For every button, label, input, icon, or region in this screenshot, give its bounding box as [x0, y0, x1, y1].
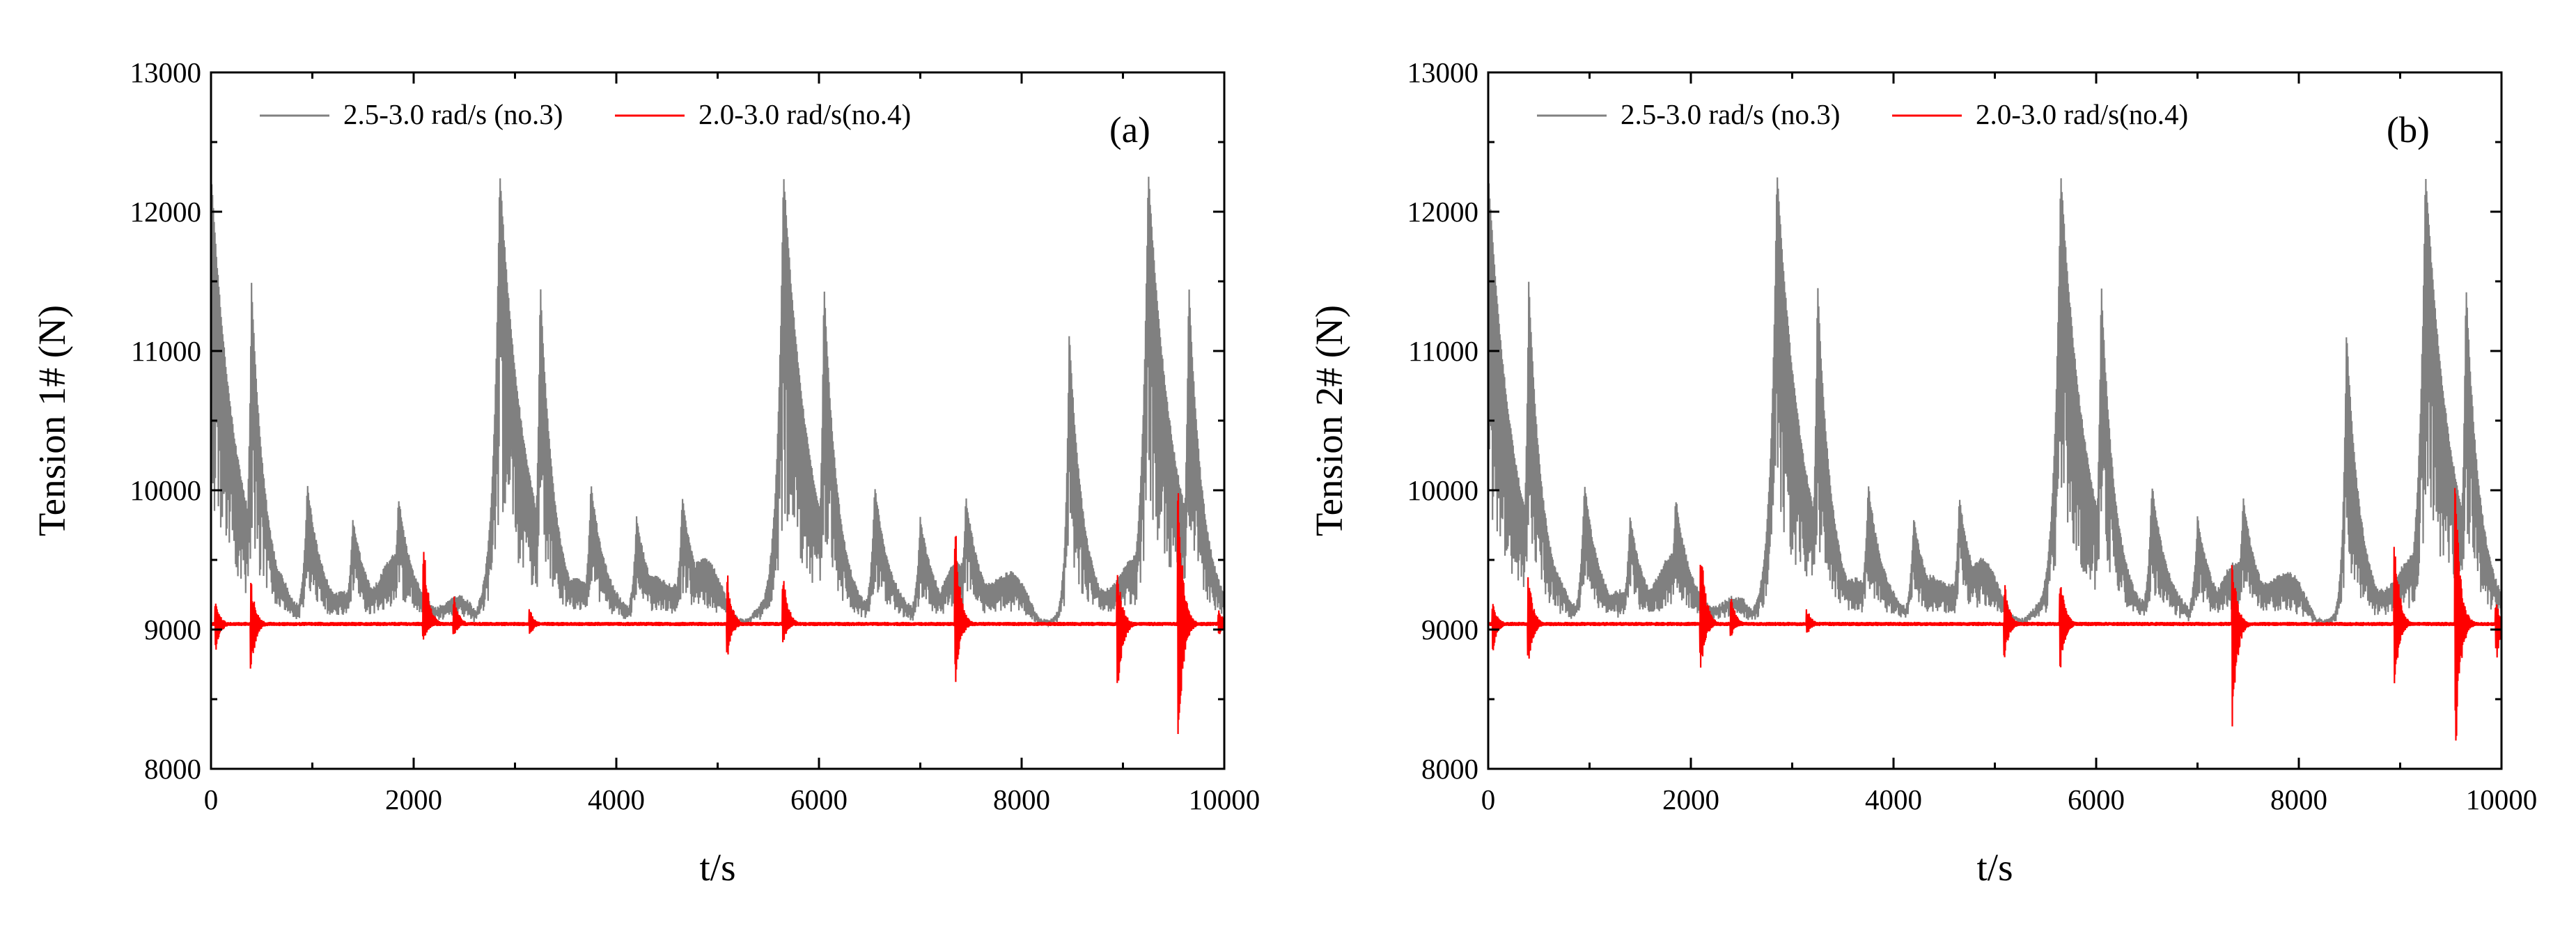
x-tick-label: 4000: [1865, 783, 1922, 815]
y-tick-label: 13000: [1407, 56, 1479, 88]
y-tick-label: 8000: [1421, 753, 1478, 785]
y-tick-label: 10000: [1407, 474, 1479, 506]
y-tick-label: 10000: [130, 474, 202, 506]
legend-label: 2.0-3.0 rad/s(no.4): [698, 98, 911, 130]
y-tick-label: 12000: [130, 196, 202, 228]
legend-label: 2.5-3.0 rad/s (no.3): [343, 98, 563, 130]
y-tick-label: 12000: [1407, 196, 1479, 228]
plot-area: [211, 171, 1224, 735]
x-tick-label: 0: [1481, 783, 1496, 815]
panel-label: (b): [2387, 110, 2430, 150]
y-tick-label: 11000: [131, 335, 201, 367]
x-tick-label: 8000: [993, 783, 1050, 815]
y-tick-label: 13000: [130, 56, 202, 88]
x-tick-label: 8000: [2270, 783, 2327, 815]
series-line-no4: [211, 493, 1224, 735]
y-axis-title: Tension 1# (N): [31, 305, 73, 536]
x-axis-title: t/s: [700, 846, 736, 889]
x-tick-label: 6000: [790, 783, 848, 815]
chart-panel-a: 0 2000 4000 6000 8000 10000 8000 9000 10000 11000…: [31, 56, 1260, 889]
plot-area: [1488, 171, 2501, 741]
x-tick-label: 2000: [1662, 783, 1719, 815]
y-tick-label: 11000: [1408, 335, 1478, 367]
y-tick-label: 9000: [1421, 614, 1478, 646]
x-tick-label: 0: [204, 783, 219, 815]
x-tick-label: 4000: [588, 783, 645, 815]
panel-label: (a): [1109, 110, 1150, 150]
legend: 2.5-3.0 rad/s (no.3) 2.0-3.0 rad/s(no.4): [1537, 98, 2188, 130]
x-tick-label: 10000: [1189, 783, 1260, 815]
chart-panel-b: 0 2000 4000 6000 8000 10000 8000 9000 10000 11000…: [1308, 56, 2537, 889]
x-tick-label: 2000: [385, 783, 442, 815]
x-tick-label: 6000: [2068, 783, 2125, 815]
y-axis-title: Tension 2# (N): [1308, 305, 1350, 536]
series-line-no3: [1488, 171, 2501, 626]
y-tick-label: 8000: [144, 753, 201, 785]
series-line-no4: [1488, 487, 2501, 741]
legend-label: 2.0-3.0 rad/s(no.4): [1976, 98, 2188, 130]
x-tick-label: 10000: [2466, 783, 2538, 815]
y-tick-label: 9000: [144, 614, 201, 646]
x-axis-title: t/s: [1977, 846, 2013, 889]
legend: 2.5-3.0 rad/s (no.3) 2.0-3.0 rad/s(no.4): [260, 98, 911, 130]
legend-label: 2.5-3.0 rad/s (no.3): [1621, 98, 1840, 130]
series-line-no3: [211, 171, 1224, 628]
